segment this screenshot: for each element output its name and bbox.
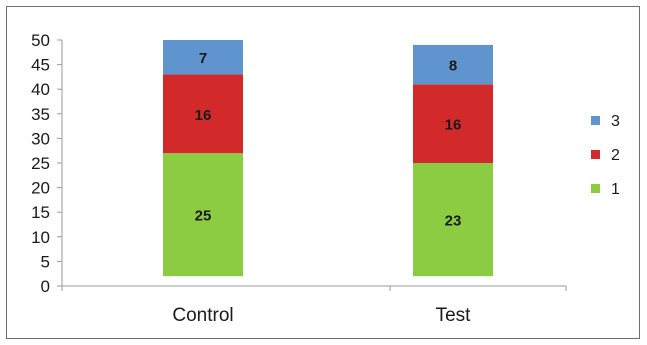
y-tick-label: 5 — [41, 252, 50, 271]
y-tick-label: 20 — [31, 179, 50, 198]
legend-swatch-series-2 — [591, 150, 600, 159]
legend-label-series-2: 2 — [611, 147, 620, 164]
y-tick-label: 40 — [31, 80, 50, 99]
bar-segment-test-series-2 — [413, 84, 493, 163]
legend-label-series-1: 1 — [611, 181, 620, 198]
bar-segment-control-series-2 — [163, 74, 243, 154]
y-tick-label: 0 — [41, 277, 50, 296]
y-tick-label: 15 — [31, 203, 50, 222]
y-tick-label: 35 — [31, 105, 50, 124]
bar-value-label: 8 — [449, 58, 457, 75]
bar-value-label: 25 — [195, 208, 212, 225]
y-tick-label: 50 — [31, 31, 50, 50]
x-category-label: Control — [172, 305, 233, 326]
y-tick-label: 45 — [31, 56, 50, 75]
bar-value-label: 16 — [195, 107, 212, 124]
legend-label-series-3: 3 — [611, 113, 620, 130]
x-category-label: Test — [436, 305, 472, 326]
bar-segment-test-series-1 — [413, 163, 493, 277]
y-tick-label: 10 — [31, 228, 50, 247]
bar-value-label: 7 — [199, 50, 207, 67]
chart-frame — [6, 6, 640, 339]
bar-value-label: 16 — [445, 117, 462, 134]
bar-segment-control-series-3 — [163, 40, 243, 75]
legend-swatch-series-1 — [591, 184, 600, 193]
legend-swatch-series-3 — [591, 116, 600, 125]
bar-segment-test-series-3 — [413, 44, 493, 85]
bar-segment-control-series-1 — [163, 153, 243, 277]
y-tick-label: 25 — [31, 154, 50, 173]
bar-value-label: 23 — [445, 213, 462, 230]
y-tick-label: 30 — [31, 129, 50, 148]
